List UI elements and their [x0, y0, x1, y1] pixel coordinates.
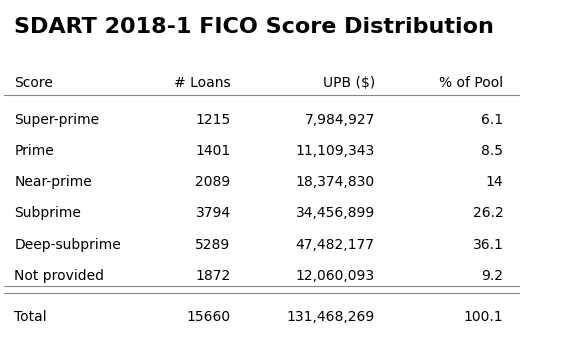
Text: 5289: 5289: [196, 238, 231, 251]
Text: Total: Total: [14, 310, 47, 324]
Text: 18,374,830: 18,374,830: [296, 175, 374, 189]
Text: 11,109,343: 11,109,343: [295, 144, 374, 158]
Text: 26.2: 26.2: [473, 206, 503, 220]
Text: 131,468,269: 131,468,269: [287, 310, 374, 324]
Text: 34,456,899: 34,456,899: [295, 206, 374, 220]
Text: 14: 14: [486, 175, 503, 189]
Text: % of Pool: % of Pool: [439, 76, 503, 90]
Text: 47,482,177: 47,482,177: [296, 238, 374, 251]
Text: 8.5: 8.5: [482, 144, 503, 158]
Text: 7,984,927: 7,984,927: [304, 113, 374, 127]
Text: 1401: 1401: [196, 144, 231, 158]
Text: SDART 2018-1 FICO Score Distribution: SDART 2018-1 FICO Score Distribution: [14, 17, 494, 37]
Text: Prime: Prime: [14, 144, 54, 158]
Text: 100.1: 100.1: [464, 310, 503, 324]
Text: 15660: 15660: [186, 310, 231, 324]
Text: Not provided: Not provided: [14, 269, 104, 283]
Text: 6.1: 6.1: [481, 113, 503, 127]
Text: Score: Score: [14, 76, 54, 90]
Text: 9.2: 9.2: [482, 269, 503, 283]
Text: Near-prime: Near-prime: [14, 175, 92, 189]
Text: 1215: 1215: [196, 113, 231, 127]
Text: 36.1: 36.1: [473, 238, 503, 251]
Text: Deep-subprime: Deep-subprime: [14, 238, 121, 251]
Text: Super-prime: Super-prime: [14, 113, 100, 127]
Text: 1872: 1872: [196, 269, 231, 283]
Text: 12,060,093: 12,060,093: [296, 269, 374, 283]
Text: 3794: 3794: [196, 206, 231, 220]
Text: # Loans: # Loans: [174, 76, 231, 90]
Text: Subprime: Subprime: [14, 206, 82, 220]
Text: 2089: 2089: [196, 175, 231, 189]
Text: UPB ($): UPB ($): [323, 76, 374, 90]
